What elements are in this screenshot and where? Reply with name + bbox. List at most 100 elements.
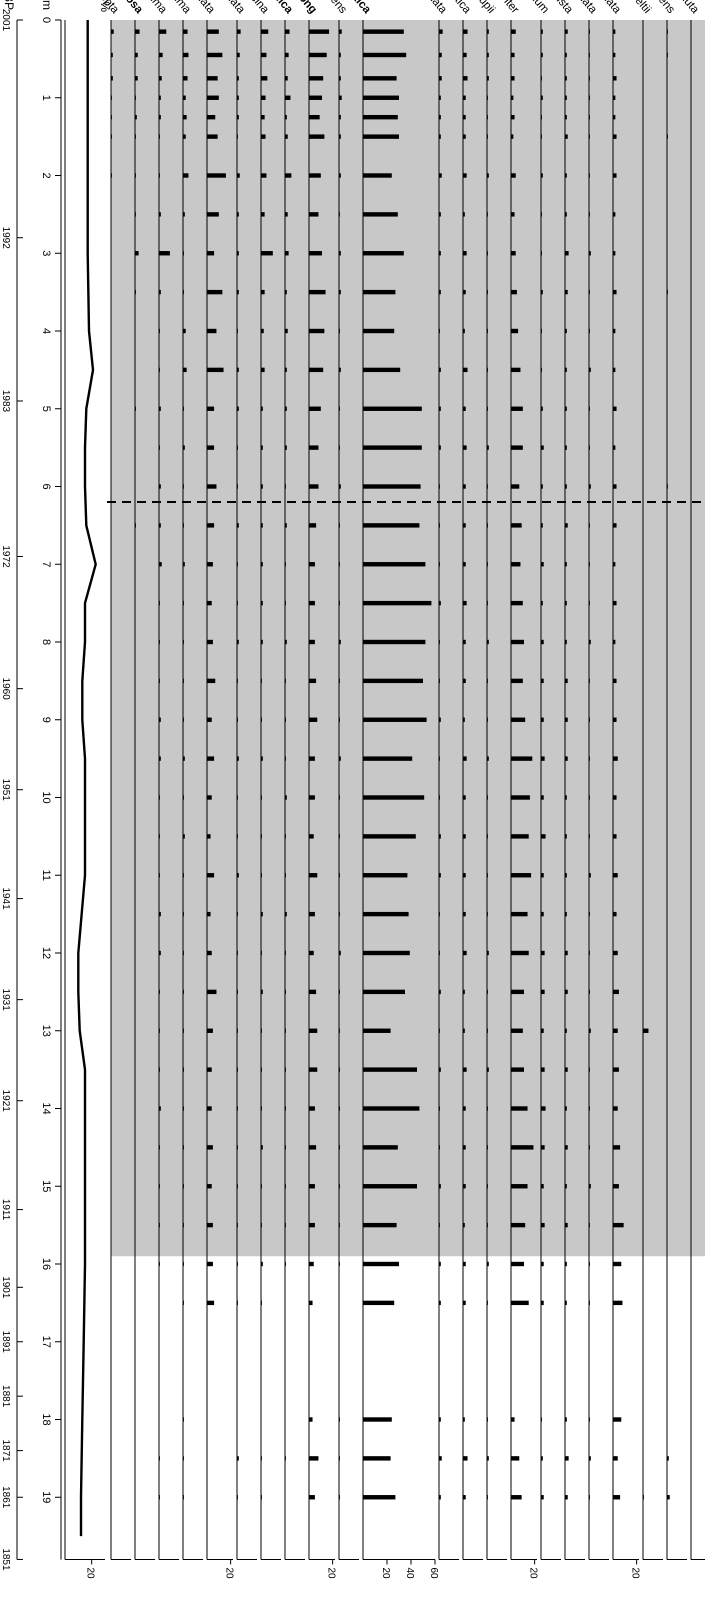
- species-bar: [159, 795, 160, 800]
- species-bar: [511, 212, 515, 217]
- depth-tick-label: 2: [40, 172, 52, 178]
- species-bar: [183, 328, 186, 334]
- depth-tick-label: 6: [40, 483, 52, 489]
- species-bar: [511, 523, 522, 528]
- species-bar: [589, 251, 591, 256]
- species-bar: [284, 756, 286, 761]
- species-bar: [511, 114, 515, 120]
- species-bar: [540, 212, 542, 217]
- species-bar: [135, 95, 136, 100]
- species-bar: [111, 95, 112, 100]
- species-tick-label: 20: [224, 1567, 235, 1579]
- species-bar: [541, 1261, 544, 1267]
- species-bar: [540, 134, 542, 139]
- species-bar: [338, 114, 341, 120]
- species-bar: [613, 562, 616, 567]
- species-bar: [511, 29, 516, 34]
- species-bar: [110, 52, 113, 58]
- species-bar: [260, 445, 263, 450]
- age-tick-label: 1983: [0, 390, 11, 413]
- species-bar: [540, 367, 542, 373]
- species-bar: [438, 600, 441, 606]
- species-bar: [541, 1145, 545, 1150]
- species-bar: [540, 328, 542, 334]
- species-bar: [589, 367, 591, 373]
- species-bar: [438, 873, 441, 878]
- species-bar: [613, 795, 617, 800]
- species-bar: [363, 484, 421, 489]
- species-bar: [159, 1456, 160, 1461]
- species-bar: [207, 289, 223, 295]
- species-bar: [183, 95, 186, 100]
- species-bar: [362, 562, 426, 567]
- species-bar: [362, 639, 426, 645]
- species-bar: [511, 1417, 515, 1422]
- species-bar: [588, 911, 590, 917]
- species-bar: [363, 1028, 391, 1033]
- species-bar: [207, 328, 217, 334]
- species-bar: [462, 989, 465, 995]
- species-bar: [564, 911, 567, 917]
- depth-tick-label: 19: [40, 1491, 52, 1503]
- species-bar: [438, 562, 440, 567]
- species-bar: [588, 989, 590, 995]
- species-bar: [182, 445, 185, 450]
- species-bar: [486, 600, 488, 606]
- species-bar: [284, 523, 287, 528]
- species-bar: [613, 406, 617, 411]
- species-bar: [362, 406, 422, 411]
- species-bar: [486, 834, 488, 839]
- species-bar: [309, 445, 319, 450]
- species-bar: [182, 52, 189, 58]
- species-bar: [236, 678, 238, 684]
- species-bar: [338, 134, 341, 139]
- species-bar: [564, 406, 567, 411]
- species-bar: [613, 717, 617, 722]
- species-tick-label: 20: [326, 1567, 337, 1579]
- species-bar: [438, 1456, 442, 1461]
- species-bar: [486, 795, 488, 800]
- species-bar: [463, 795, 466, 800]
- species-bar: [135, 406, 136, 411]
- species-bar: [362, 1145, 398, 1150]
- species-bar: [206, 1067, 212, 1072]
- species-bar: [540, 29, 543, 34]
- species-bar: [236, 523, 239, 528]
- species-bar: [183, 1067, 184, 1072]
- species-bar: [182, 212, 185, 217]
- species-bar: [207, 873, 215, 878]
- species-bar: [260, 406, 263, 411]
- species-bar: [338, 717, 340, 722]
- species-bar: [260, 251, 273, 256]
- species-bar: [462, 1222, 465, 1228]
- age-tick-label: 1881: [0, 1385, 11, 1408]
- age-tick-label: 1931: [0, 989, 11, 1012]
- species-bar: [284, 639, 287, 645]
- species-bar: [284, 328, 288, 334]
- species-bar: [486, 251, 488, 256]
- species-bar: [486, 1028, 488, 1033]
- species-bar: [438, 1106, 440, 1111]
- species-bar: [206, 1222, 213, 1228]
- species-bar: [613, 1417, 622, 1422]
- species-bar: [588, 1300, 590, 1306]
- species-bar: [159, 678, 160, 684]
- species-bar: [463, 445, 467, 450]
- species-bar: [236, 1184, 238, 1189]
- species-bar: [541, 562, 544, 567]
- species-bar: [463, 1300, 466, 1306]
- species-bar: [284, 212, 288, 217]
- species-bar: [363, 52, 407, 58]
- species-bar: [541, 1222, 545, 1228]
- species-bar: [511, 873, 532, 878]
- species-bar: [260, 1300, 262, 1306]
- species-bar: [338, 1184, 340, 1189]
- species-bar: [206, 95, 219, 100]
- species-bar: [438, 1261, 441, 1267]
- species-bar: [564, 795, 567, 800]
- species-bar: [564, 445, 567, 450]
- species-bar: [588, 562, 590, 567]
- species-bar: [510, 1456, 520, 1461]
- species-bar: [463, 1145, 466, 1150]
- species-bar: [438, 1184, 441, 1189]
